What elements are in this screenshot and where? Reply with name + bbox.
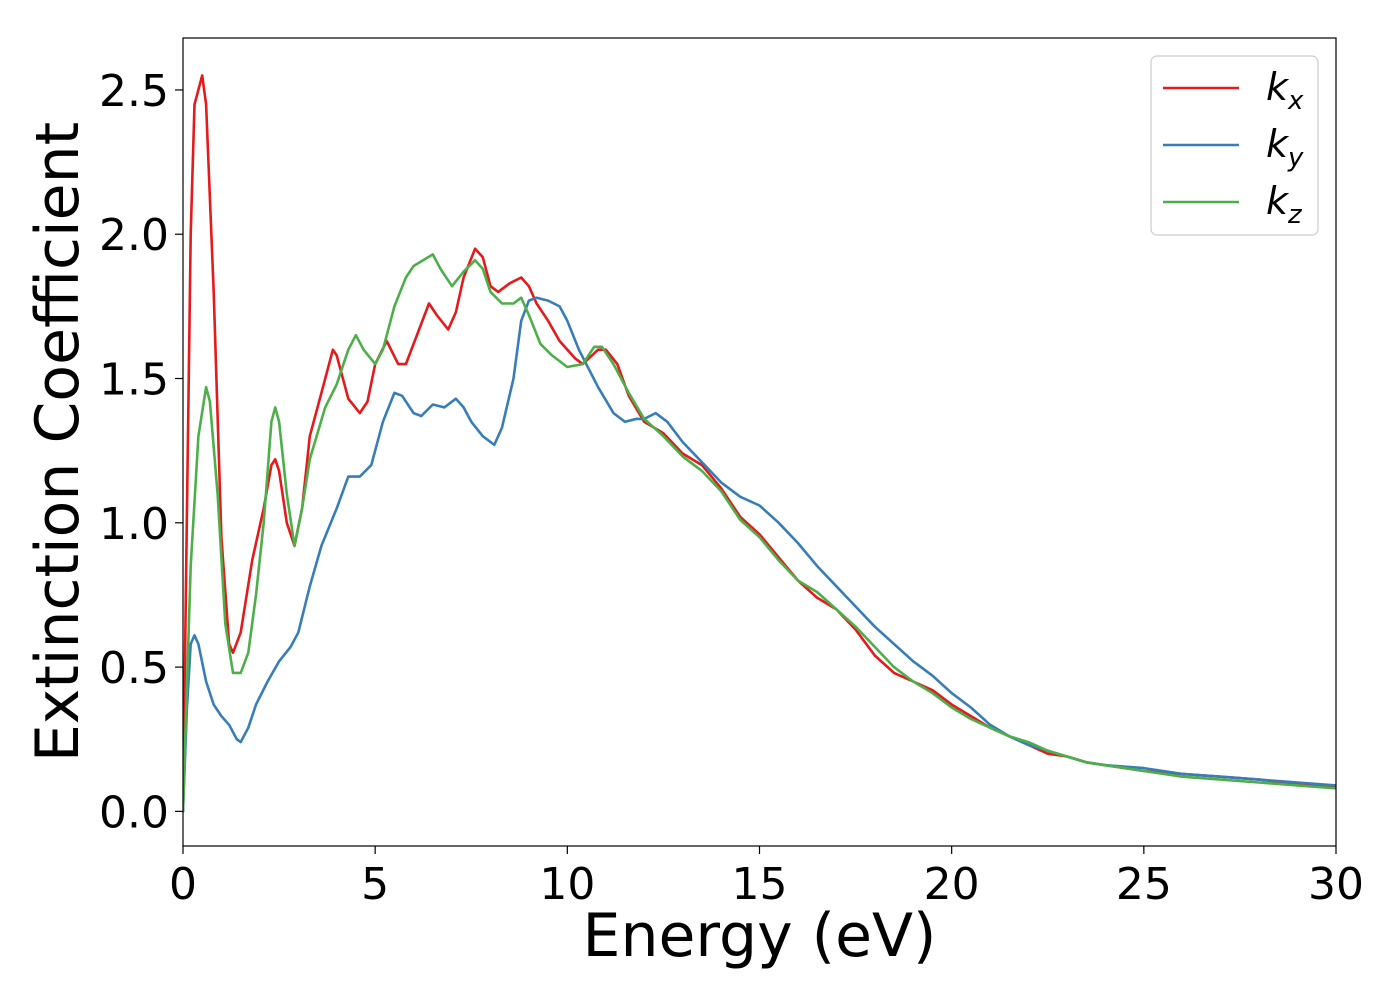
series-line-kz — [183, 253, 1336, 813]
legend-label-ky: ky — [1266, 122, 1304, 173]
y-tick-label: 2.0 — [99, 210, 169, 261]
series-line-kx — [183, 74, 1336, 813]
y-tick-label: 0.5 — [99, 643, 169, 694]
series-line-ky — [183, 296, 1336, 813]
x-tick-label: 25 — [1116, 859, 1172, 910]
x-tick-label: 10 — [539, 859, 595, 910]
x-axis-ticks: 0 5 10 15 20 25 30 — [169, 846, 1364, 910]
plot-lines — [183, 74, 1336, 813]
y-tick-label: 1.0 — [99, 499, 169, 550]
x-axis-title: Energy (eV) — [583, 901, 937, 971]
y-axis-title: Extinction Coefficient — [23, 122, 93, 762]
x-tick-label: 0 — [169, 859, 197, 910]
x-tick-label: 5 — [361, 859, 389, 910]
x-tick-label: 30 — [1308, 859, 1364, 910]
y-tick-label: 1.5 — [99, 355, 169, 406]
y-tick-label: 2.5 — [99, 66, 169, 117]
y-tick-label: 0.0 — [99, 787, 169, 838]
x-tick-label: 20 — [924, 859, 980, 910]
legend-label-kz: kz — [1266, 179, 1303, 230]
y-axis-ticks: 0.0 0.5 1.0 1.5 2.0 2.5 — [99, 66, 183, 838]
x-tick-label: 15 — [732, 859, 788, 910]
